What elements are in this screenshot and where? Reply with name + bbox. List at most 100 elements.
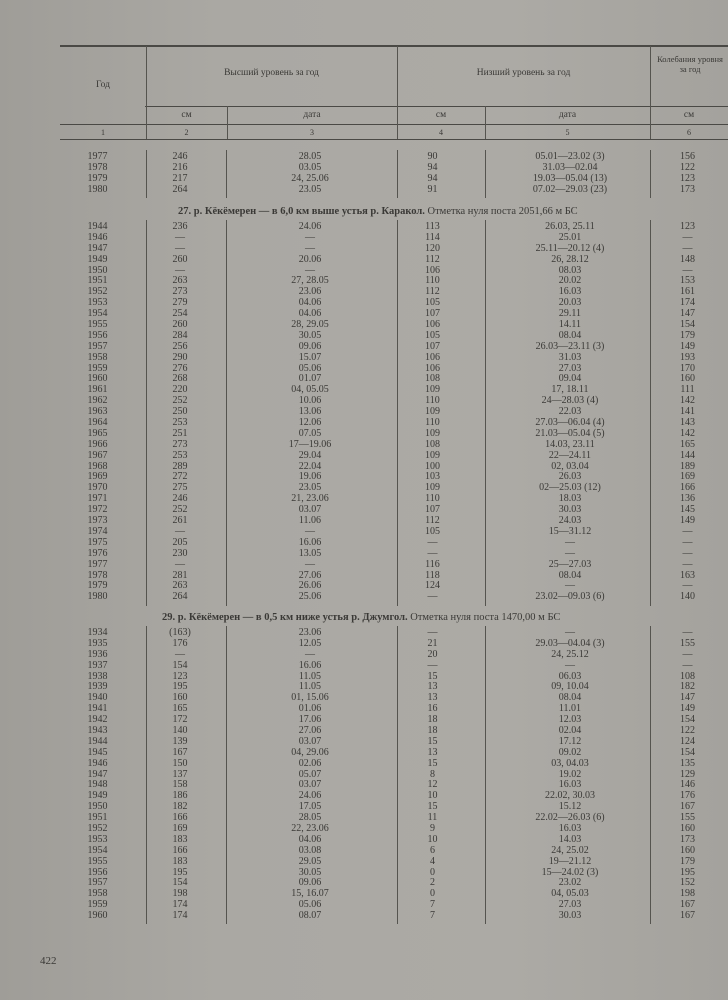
cell-min-date: 29.03—04.04 (3) [535,637,605,649]
cell-max-cm: (163) [169,627,191,638]
cell-amplitude-cm: 179 [680,329,695,341]
cell-year: 1965 [87,427,108,439]
table-block-station-27: 1944 236 24.06 113 26.03, 25.11 123 1946— —114 2… [60,220,728,606]
table-row: 1955 260 28, 29.05 106 14.11 154 [60,319,728,331]
cell-min-cm: 11 [427,812,438,824]
cell-year: 1935 [87,637,108,649]
cell-max-date: 24, 25.06 [291,172,329,184]
table-row: 1949 186 24.06 10 22.02, 30.03 176 [60,790,728,802]
column-divider [650,626,651,925]
cell-max-cm: 252 [172,504,188,516]
cell-max-cm: 198 [172,888,188,900]
cell-amplitude-cm: 146 [680,779,695,791]
cell-min-date: 20.02 [558,275,582,287]
cell-year: 1957 [87,340,108,352]
cell-max-date: — [305,525,315,537]
cell-max-cm: 275 [172,482,188,494]
cell-max-date: 05.06 [298,899,322,911]
cell-min-date: — [565,536,575,548]
cell-min-date: 22—24.11 [548,449,592,461]
cell-max-cm: 253 [172,449,188,461]
cell-amplitude-cm: 147 [680,308,695,320]
station-name: 27. р. Кёкёмерен — в 6,0 км выше устья р… [178,206,425,217]
cell-max-cm: 165 [172,703,188,715]
cell-min-cm: — [427,591,438,603]
cell-max-date: 10.06 [298,395,322,407]
cell-year: 1949 [87,253,108,265]
table-row: 1972 252 03.07 107 30.03 145 [60,504,728,516]
cell-max-cm: 268 [172,373,188,385]
cell-year: 1946 [87,757,108,769]
cell-min-date: 22.03 [558,406,582,418]
cell-year: 1979 [87,580,108,592]
cell-min-cm: 106 [425,351,440,363]
cell-amplitude-cm: 142 [680,395,695,407]
cell-max-date: 16.06 [298,536,322,548]
cell-year: 1951 [87,812,108,824]
cell-amplitude-cm: 176 [680,790,695,802]
cell-amplitude-cm: — [682,580,693,592]
cell-max-cm: 260 [172,253,188,265]
cell-min-date: — [565,580,575,592]
cell-year: 1937 [87,659,108,671]
cell-min-cm: 106 [425,362,440,374]
cell-year: 1978 [87,161,108,173]
table-row: 1944 236 24.06 113 26.03, 25.11 123 [60,221,728,233]
cell-min-date: 22.02—26.03 (6) [535,812,605,824]
cell-min-cm: 106 [425,319,440,331]
cell-amplitude-cm: 152 [680,877,695,889]
header-amplitude: Колебания уровня за год [657,54,723,74]
cell-year: 1953 [87,297,108,309]
cell-min-cm: 8 [430,768,435,780]
cell-max-date: 07.05 [298,427,322,439]
table-row: 1960 268 01.07 108 09.04 160 [60,374,728,385]
cell-min-date: 24.03 [558,515,582,527]
cell-amplitude-cm: — [682,231,693,243]
cell-max-cm: 182 [172,801,188,813]
cell-year: 1947 [87,768,108,780]
table-row: 1950 — — 106 08.03 — [60,265,728,277]
cell-max-date: 03.07 [298,504,322,516]
cell-min-cm: — [427,536,438,548]
cell-min-cm: 110 [425,395,440,407]
cell-min-cm: 94 [427,161,438,173]
cell-min-cm: 15 [427,757,438,769]
cell-max-date: — [305,648,315,660]
table-row: 1977 246 28.05 90 05.01—23.02 (3) 156 [60,151,728,163]
cell-year: 1939 [87,681,108,693]
table-row: 1962 252 10.06 110 24—28.03 (4) 142 [60,395,728,407]
cell-year: 1960 [87,373,108,385]
cell-max-date: 28.05 [298,812,322,824]
table-row: 1963 250 13.06 109 22.03 141 [60,406,728,418]
header-amp-cm: см [683,110,695,120]
cell-min-cm: 100 [425,460,440,472]
cell-amplitude-cm: 167 [680,801,695,813]
cell-max-cm: 174 [172,899,188,911]
cell-year: 1934 [87,627,108,638]
cell-year: 1960 [87,910,108,922]
table-row: 1941 165 01.06 16 11.01 149 [60,703,728,715]
cell-max-cm: 263 [172,580,188,592]
cell-max-cm: 186 [172,790,188,802]
table-row: 1955 183 29.05 4 19—21.12 179 [60,856,728,868]
column-divider [226,626,227,925]
cell-min-cm: 113 [425,221,440,232]
cell-min-cm: 107 [425,340,440,352]
cell-min-date: 05.01—23.02 (3) [535,151,605,162]
cell-max-date: 04.06 [298,833,322,845]
cell-max-cm: 256 [172,340,188,352]
cell-min-cm: 118 [425,569,440,581]
station-title-29: 29. р. Кёкёмерен — в 0,5 км ниже устья р… [162,612,560,624]
cell-max-date: 22.04 [298,460,322,472]
table-row: 1935 176 12.05 21 29.03—04.04 (3) 155 [60,637,728,650]
cell-max-cm: 261 [172,515,188,527]
cell-max-date: 01, 15.06 [291,692,329,704]
cell-max-date: 09.06 [298,340,322,352]
cell-max-date: 04, 29.06 [291,746,329,758]
cell-max-cm: 139 [172,735,188,747]
table-row: 1951 263 27, 28.05 110 20.02 153 [60,276,728,287]
cell-year: 1959 [87,362,108,374]
cell-max-date: 23.05 [298,482,322,494]
cell-year: 1978 [87,569,108,581]
cell-max-cm: 251 [172,427,188,439]
